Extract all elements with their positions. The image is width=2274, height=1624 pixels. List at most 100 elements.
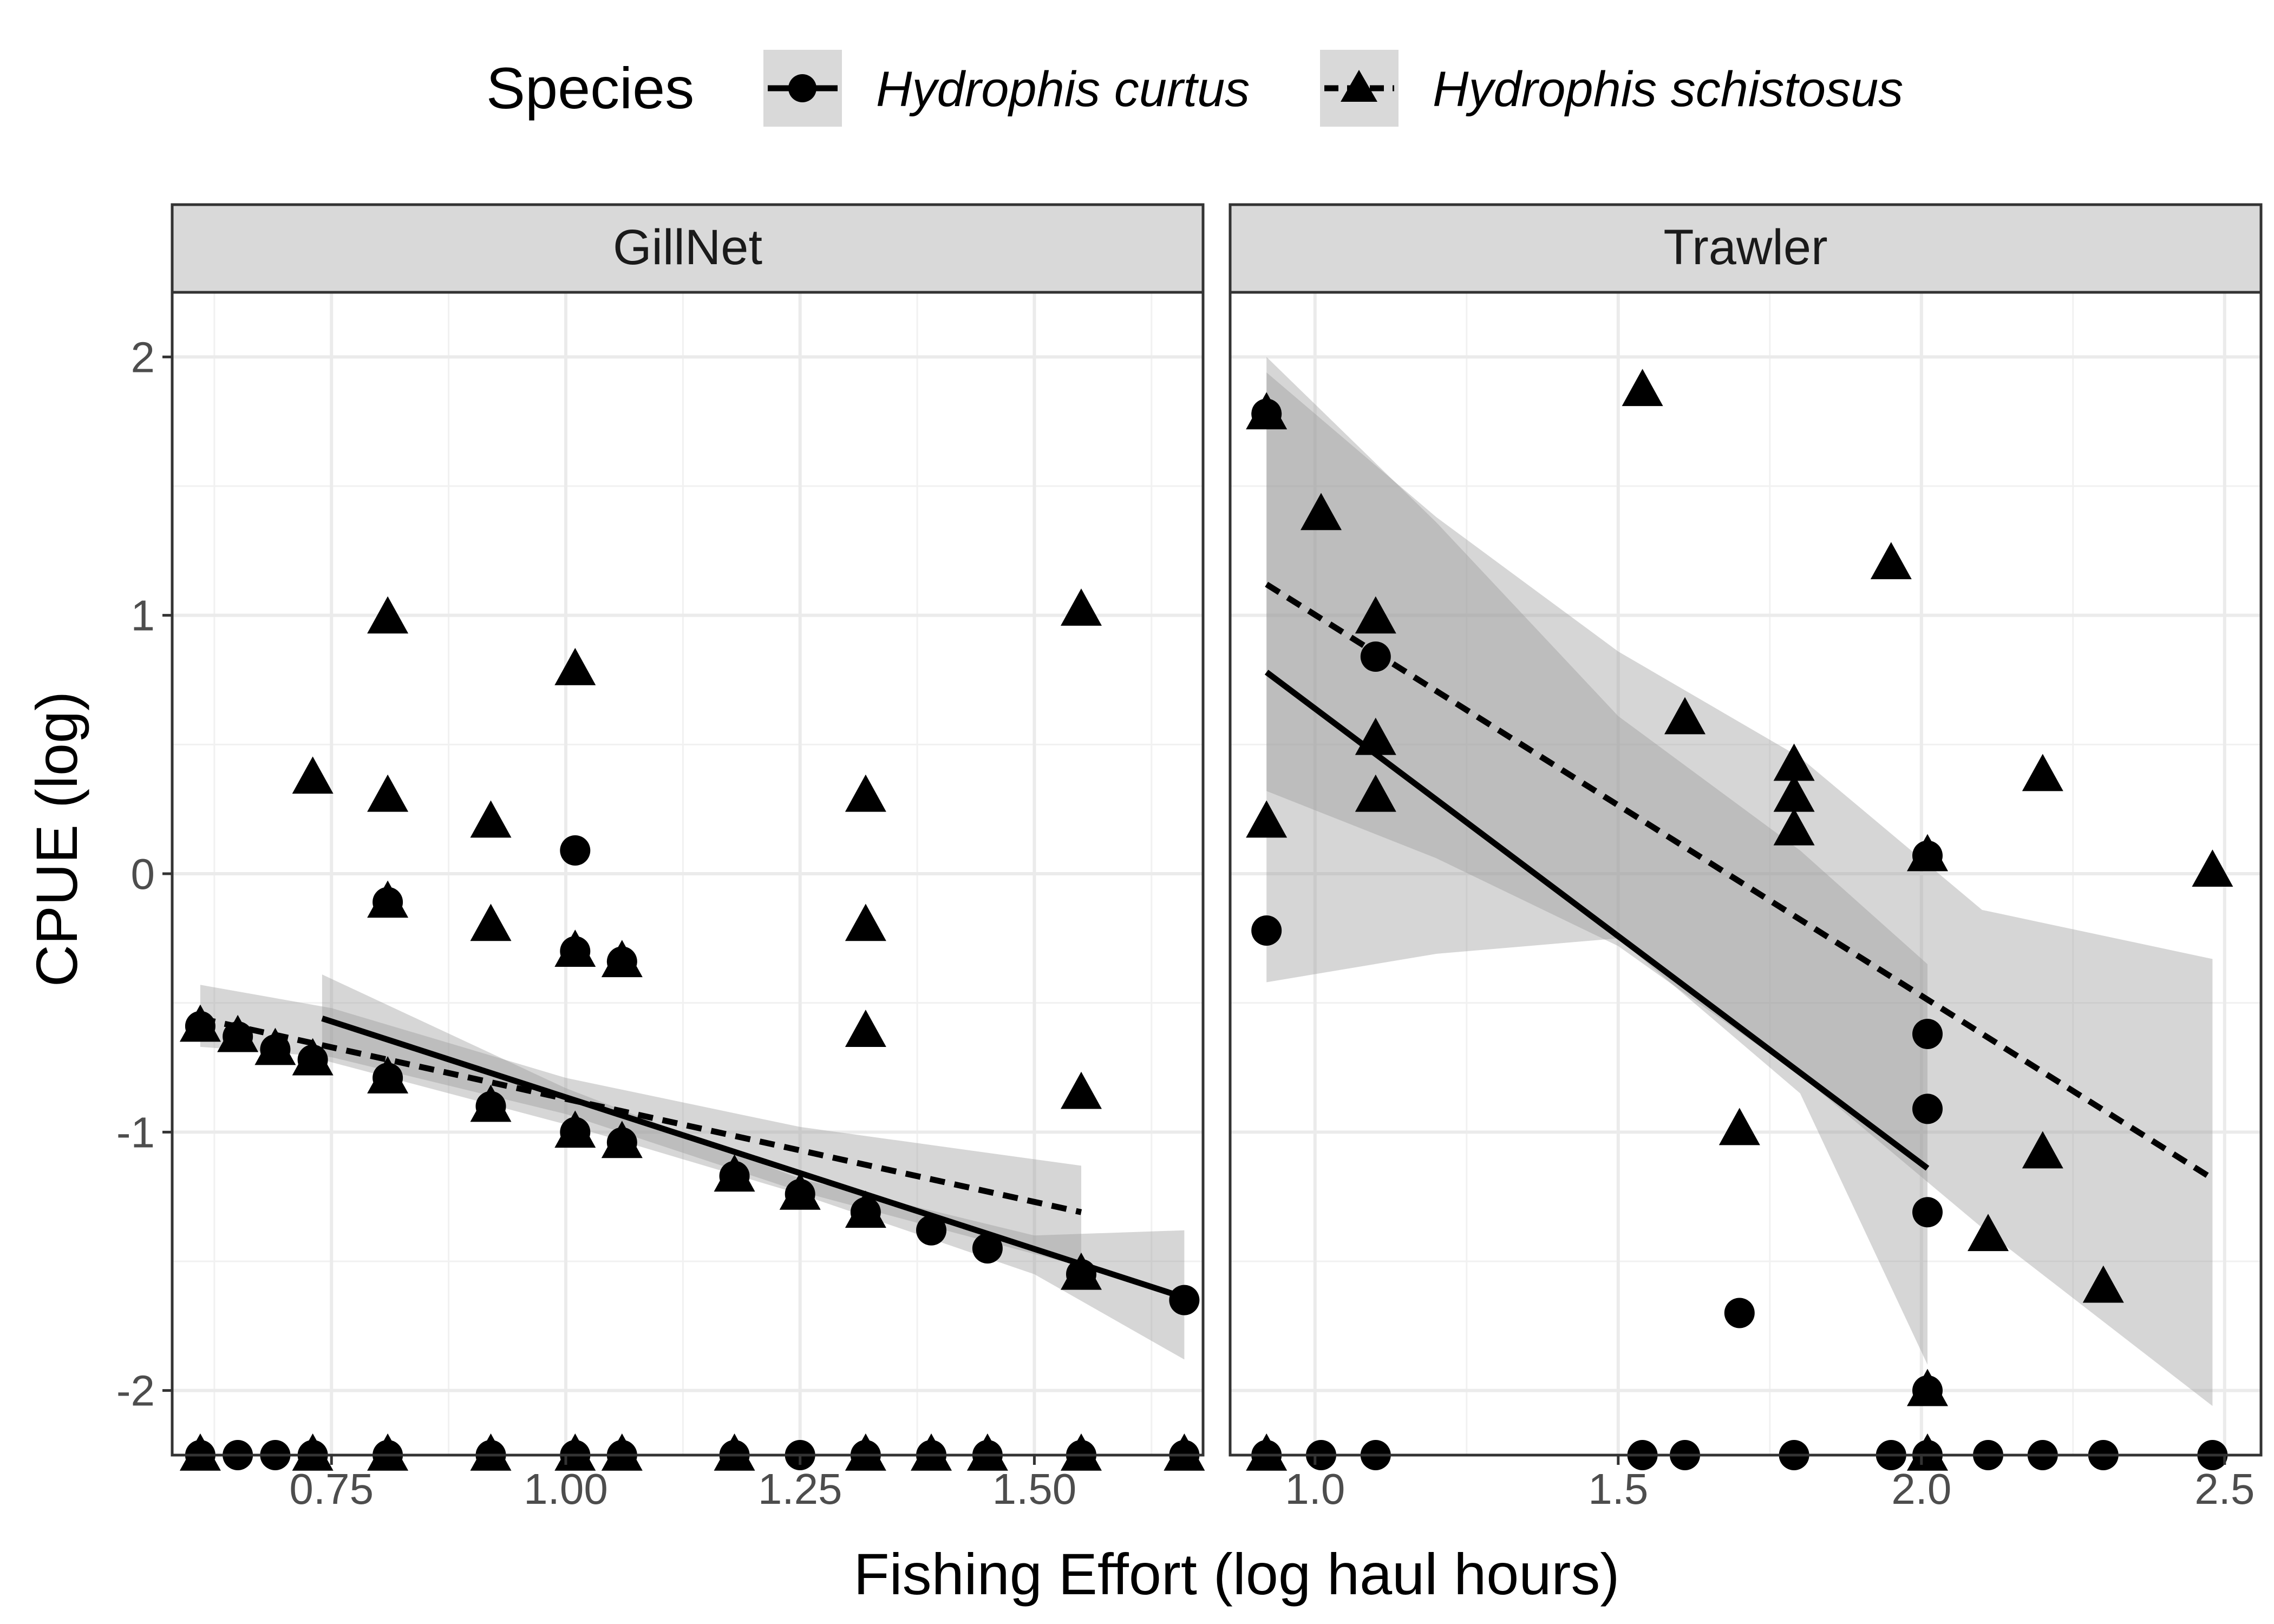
data-point-schistosus <box>714 1433 755 1471</box>
data-point-schistosus <box>845 1433 886 1471</box>
data-point-curtus <box>560 835 591 866</box>
panels: GillNet 0.75 1.00 1.25 1.50 -2 -1 0 1 2 Trawler 1.0… <box>116 203 2263 1513</box>
data-point-schistosus <box>179 1433 221 1471</box>
data-point-schistosus <box>554 1110 596 1148</box>
panel-border <box>1229 291 2263 1457</box>
data-point-schistosus <box>292 1433 334 1471</box>
data-point-curtus <box>972 1233 1003 1264</box>
data-point-schistosus <box>1355 596 1396 634</box>
data-point-schistosus <box>779 1172 821 1210</box>
data-point-schistosus <box>1968 1214 2009 1252</box>
data-point-schistosus <box>1060 1433 1102 1471</box>
x-tick-label: 1.25 <box>758 1465 842 1513</box>
data-point-schistosus <box>2192 849 2233 887</box>
data-point-curtus <box>1912 1197 1943 1228</box>
data-point-schistosus <box>2022 1131 2063 1169</box>
data-point-schistosus <box>1355 774 1396 812</box>
data-point-schistosus <box>367 774 409 812</box>
data-point-schistosus <box>911 1433 952 1471</box>
fit-line-schistosus <box>1265 581 2214 1181</box>
data-point-schistosus <box>1664 697 1706 735</box>
data-point-schistosus <box>601 940 643 978</box>
series-points <box>1246 369 2233 1471</box>
data-point-schistosus <box>179 1004 221 1042</box>
data-point-curtus <box>916 1215 947 1246</box>
x-axis-title: Fishing Effort (log haul hours) <box>854 1541 1620 1607</box>
data-point-schistosus <box>1060 1071 1102 1109</box>
strip-gillnet <box>171 203 1205 294</box>
data-point-schistosus <box>1773 774 1815 812</box>
ci-ribbon <box>322 974 1185 1360</box>
data-point-schistosus <box>367 880 409 918</box>
data-point-schistosus <box>470 1433 512 1471</box>
gridlines <box>172 292 1203 1455</box>
data-point-schistosus <box>1773 808 1815 846</box>
data-point-schistosus <box>367 1433 409 1471</box>
y-tick-label: 1 <box>131 592 155 640</box>
data-point-schistosus <box>1246 800 1288 838</box>
x-tick-label: 2.0 <box>1891 1465 1951 1513</box>
x-tick-label: 0.75 <box>289 1465 374 1513</box>
data-point-schistosus <box>254 1027 296 1065</box>
data-point-schistosus <box>554 647 596 685</box>
data-point-schistosus <box>845 903 886 941</box>
data-point-schistosus <box>966 1433 1008 1471</box>
data-point-schistosus <box>1718 1108 1760 1145</box>
data-point-curtus <box>1724 1298 1755 1328</box>
data-point-schistosus <box>1301 493 1342 531</box>
data-point-schistosus <box>1907 1433 1948 1471</box>
legend-title: Species <box>486 55 694 121</box>
series-points <box>179 588 1205 1471</box>
legend: Species Hydrophis curtus Hydrophis schis… <box>486 50 1903 127</box>
data-point-schistosus <box>2082 1265 2124 1303</box>
data-point-schistosus <box>470 903 512 941</box>
data-point-schistosus <box>601 1121 643 1158</box>
data-point-curtus <box>1912 1093 1943 1124</box>
x-tick-label: 1.5 <box>1588 1465 1648 1513</box>
y-tick-label: -2 <box>116 1367 155 1415</box>
data-point-schistosus <box>367 1056 409 1093</box>
data-point-schistosus <box>470 800 512 838</box>
legend-key-marker-curtus <box>788 74 816 102</box>
x-tick-label: 2.5 <box>2194 1465 2255 1513</box>
data-point-schistosus <box>1164 1433 1205 1471</box>
data-point-curtus <box>1360 641 1391 672</box>
panel-gillnet: GillNet 0.75 1.00 1.25 1.50 -2 -1 0 1 2 <box>116 203 1205 1513</box>
data-point-schistosus <box>292 1038 334 1076</box>
data-point-schistosus <box>1907 1368 1948 1406</box>
data-point-schistosus <box>1907 834 1948 872</box>
data-point-schistosus <box>2022 754 2063 791</box>
data-point-schistosus <box>1870 542 1912 579</box>
ci-ribbon <box>1266 372 2213 1406</box>
data-point-schistosus <box>601 1433 643 1471</box>
data-point-schistosus <box>845 1190 886 1228</box>
ci-ribbon <box>200 985 1081 1267</box>
data-point-schistosus <box>367 596 409 634</box>
fit-line-curtus <box>1264 670 1930 1171</box>
data-point-schistosus <box>554 929 596 967</box>
x-tick-label: 1.0 <box>1285 1465 1345 1513</box>
data-point-schistosus <box>1060 588 1102 626</box>
panel-trawler: Trawler 1.0 1.5 2.0 2.5 <box>1229 203 2263 1513</box>
fit-line-schistosus <box>199 1015 1082 1215</box>
data-point-schistosus <box>1246 1433 1288 1471</box>
data-point-schistosus <box>1622 369 1663 407</box>
data-point-curtus <box>1912 1018 1943 1049</box>
y-tick-label: 2 <box>131 333 155 381</box>
data-point-schistosus <box>845 1010 886 1047</box>
data-point-schistosus <box>1060 1252 1102 1290</box>
data-point-schistosus <box>714 1154 755 1192</box>
data-point-schistosus <box>845 774 886 812</box>
strip-trawler <box>1229 203 2263 294</box>
y-axis-title: CPUE (log) <box>24 691 89 987</box>
legend-label-schistosus: Hydrophis schistosus <box>1433 62 1903 117</box>
fit-line-curtus <box>321 1016 1186 1301</box>
legend-label-curtus: Hydrophis curtus <box>876 62 1250 117</box>
strip-label: GillNet <box>613 220 762 275</box>
strip-label: Trawler <box>1663 220 1827 275</box>
data-point-curtus <box>1169 1285 1200 1315</box>
x-tick-label: 1.50 <box>992 1465 1077 1513</box>
ci-ribbon <box>1266 357 1927 1365</box>
y-tick-label: -1 <box>116 1108 155 1156</box>
